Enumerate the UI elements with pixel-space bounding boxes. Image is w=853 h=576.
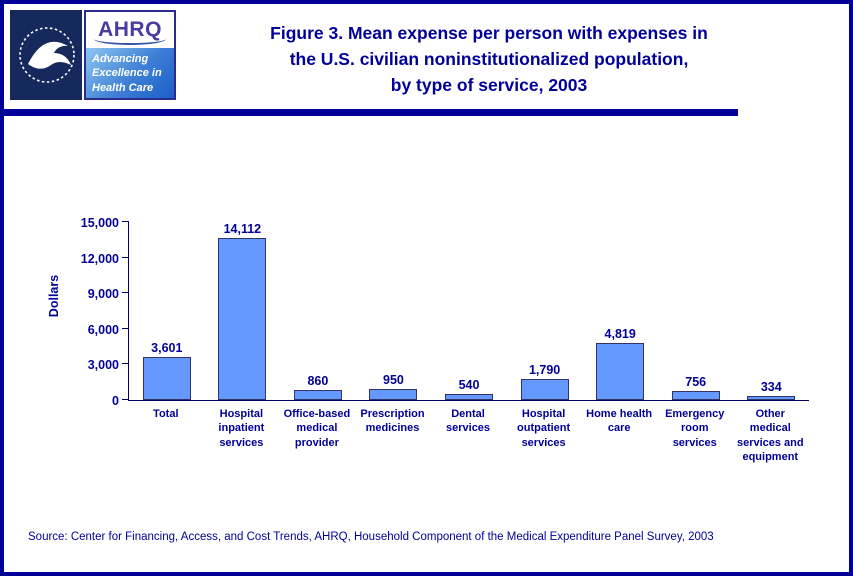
y-tick-mark	[122, 292, 129, 294]
bar	[445, 393, 494, 400]
ahrq-logo: AHRQ Advancing Excellence in Health Care	[84, 10, 176, 100]
header-divider	[4, 109, 738, 116]
y-tick-label: 15,000	[80, 216, 119, 230]
source-note: Source: Center for Financing, Access, an…	[28, 531, 714, 543]
bar-column: 4,819	[582, 222, 658, 400]
category-label: Prescription medicines	[360, 408, 425, 435]
bar-value-label: 950	[383, 372, 404, 387]
y-tick-label: 3,000	[87, 358, 119, 373]
figure-title: Figure 3. Mean expense per person with e…	[189, 20, 789, 98]
bar-column: 1,790	[507, 222, 583, 400]
category-labels: Total Hospital inpatient services Office-b…	[128, 407, 808, 464]
bar-column: 950	[356, 222, 432, 400]
y-tick-label: 9,000	[87, 287, 119, 302]
title-line-1: Figure 3. Mean expense per person with e…	[270, 23, 708, 43]
bar-value-label: 540	[458, 377, 480, 392]
bar-value-label: 4,819	[604, 326, 636, 341]
bars-container: 3,601 14,112 860 950 540 1,790 4,819 756 334	[129, 222, 809, 400]
category-label: Office-based medical provider	[283, 408, 351, 449]
y-tick-label: 12,000	[80, 251, 119, 266]
y-tick-label: 6,000	[87, 322, 119, 337]
bar	[369, 388, 418, 400]
category-label: Total	[153, 408, 179, 420]
bar-value-label: 334	[760, 380, 782, 395]
title-line-2: the U.S. civilian noninstitutionalized p…	[289, 49, 689, 69]
bar	[747, 396, 796, 400]
y-tick-label: 0	[112, 394, 119, 408]
bar	[142, 357, 191, 400]
bar-value-label: 860	[307, 373, 329, 388]
bar-column: 756	[658, 222, 734, 400]
bar-column: 334	[734, 222, 810, 400]
bar-column: 860	[280, 222, 356, 400]
category-label: Home health care	[586, 408, 653, 435]
ahrq-tagline: Advancing Excellence in Health Care	[86, 48, 174, 98]
title-line-3: by type of service, 2003	[390, 75, 588, 95]
category-label: Dental services	[446, 408, 491, 435]
bar	[293, 389, 342, 400]
bar-column: 14,112	[205, 222, 281, 400]
y-tick-mark	[122, 399, 129, 400]
ahrq-swoosh-icon	[94, 33, 166, 45]
y-tick-mark	[122, 363, 129, 365]
y-tick-mark	[122, 221, 129, 222]
bar	[671, 391, 720, 400]
y-tick-mark	[122, 256, 129, 258]
bar-column: 3,601	[129, 222, 205, 400]
bar-value-label: 14,112	[223, 222, 262, 236]
bar-value-label: 3,601	[151, 341, 183, 356]
ahrq-logo-top: AHRQ	[86, 12, 174, 48]
bar	[596, 342, 645, 400]
bar	[218, 238, 267, 400]
y-tick-mark	[122, 327, 129, 329]
category-label: Emergency room services	[665, 408, 725, 449]
bar	[520, 378, 569, 400]
category-label: Hospital inpatient services	[218, 408, 265, 449]
category-label: Hospital outpatient services	[517, 408, 571, 449]
bar-column: 540	[431, 222, 507, 400]
hhs-seal-graphic	[10, 10, 82, 100]
category-label: Other medical services and equipment	[736, 408, 804, 463]
bar-value-label: 1,790	[528, 362, 561, 377]
bar-value-label: 756	[685, 375, 707, 390]
plot-area: 3,601 14,112 860 950 540 1,790 4,819 756 334 0 3,…	[81, 216, 809, 408]
hhs-logo	[10, 10, 82, 100]
